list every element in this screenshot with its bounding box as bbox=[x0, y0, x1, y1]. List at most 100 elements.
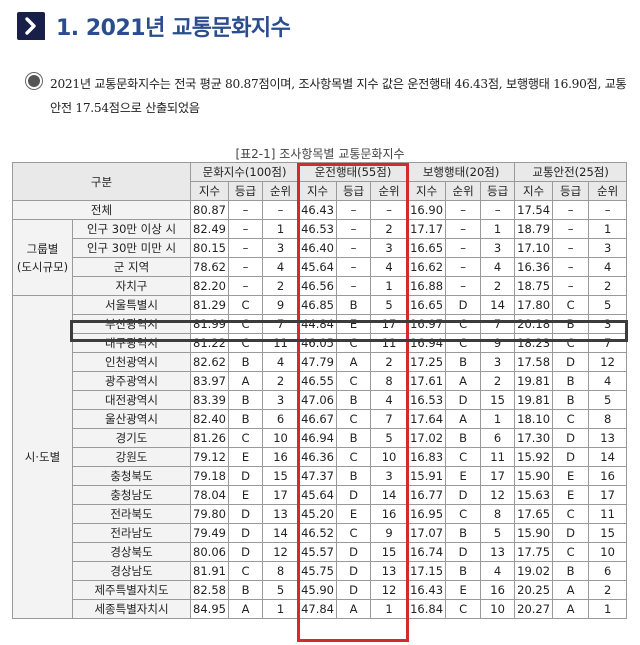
table-cell: 1 bbox=[588, 219, 628, 239]
table-cell: 13 bbox=[370, 561, 409, 581]
table-cell: 10 bbox=[370, 447, 409, 467]
table-cell: 17.75 bbox=[514, 542, 554, 562]
row-label: 대전광역시 bbox=[71, 390, 192, 410]
table-cell: 3 bbox=[480, 238, 516, 258]
table-row: 대전광역시 83.39 B 3 47.06 B 4 16.53 D 15 19.81 B 5 bbox=[13, 390, 628, 410]
table-cell: 16.53 bbox=[407, 390, 447, 410]
table-cell: – bbox=[552, 276, 590, 296]
sub-header: 순위 bbox=[370, 181, 409, 201]
table-cell: E bbox=[228, 447, 264, 467]
table-cell: 79.18 bbox=[190, 466, 230, 486]
table-cell: E bbox=[552, 485, 590, 505]
table-cell: 1 bbox=[370, 599, 409, 619]
table-row: 자치구 82.20–2 46.56–1 16.88–2 18.75–2 bbox=[13, 276, 628, 296]
table-cell: – bbox=[445, 219, 482, 239]
table-row: 부산광역시 81.99 C 7 44.84 E 17 16.97 C 7 20.18 B 3 bbox=[13, 314, 628, 334]
corner-header: 구분 bbox=[11, 162, 192, 201]
table-cell: B bbox=[228, 390, 264, 410]
table-cell: 14 bbox=[480, 295, 516, 315]
table-cell: 83.97 bbox=[190, 371, 230, 391]
table-cell: A bbox=[552, 599, 590, 619]
table-cell: 15 bbox=[262, 466, 300, 486]
row-label: 경상북도 bbox=[71, 542, 192, 562]
table-cell: D bbox=[552, 352, 590, 372]
table-cell: 1 bbox=[480, 219, 516, 239]
table-row: 세종특별자치시 84.95 A 1 47.84 A 1 16.84 C 10 20.27 A 1 bbox=[13, 599, 628, 619]
table-cell: 17.07 bbox=[407, 523, 447, 543]
sub-header: 순위 bbox=[262, 181, 300, 201]
table-cell: 80.06 bbox=[190, 542, 230, 562]
table-cell: 6 bbox=[262, 409, 300, 429]
table-row: 경기도 81.26 C 10 46.94 B 5 17.02 B 6 17.30 D 13 bbox=[13, 428, 628, 448]
table-cell: C bbox=[228, 561, 264, 581]
table-cell: 45.64 bbox=[298, 485, 338, 505]
table-cell: 80.15 bbox=[190, 238, 230, 258]
table-cell: 11 bbox=[262, 333, 300, 353]
table-cell: 83.39 bbox=[190, 390, 230, 410]
table-row: 울산광역시 82.40 B 6 46.67 C 7 17.64 A 1 18.10 C 8 bbox=[13, 409, 628, 429]
table-cell: B bbox=[228, 352, 264, 372]
table-cell: 46.55 bbox=[298, 371, 338, 391]
table-row: 경상남도 81.91 C 8 45.75 D 13 17.15 B 4 19.02 B 6 bbox=[13, 561, 628, 581]
table-cell: 3 bbox=[588, 314, 628, 334]
table-cell: 18.75 bbox=[514, 276, 554, 296]
table-cell: 16 bbox=[370, 504, 409, 524]
table-cell: – bbox=[228, 200, 264, 220]
table-cell: 79.12 bbox=[190, 447, 230, 467]
table-row: 그룹별 (도시규모) 인구 30만 이상 시 82.49–1 46.53–2 17.17–… bbox=[12, 219, 628, 296]
table-row: 대구광역시 81.22 C 11 46.05 C 11 16.94 C 9 18.23 C 7 bbox=[13, 333, 628, 353]
table-row: 충청북도 79.18 D 15 47.37 B 3 15.91 E 17 15.90 E 16 bbox=[13, 466, 628, 486]
row-label: 충청남도 bbox=[71, 485, 192, 505]
table-cell: 81.29 bbox=[190, 295, 230, 315]
table-cell: 10 bbox=[262, 428, 300, 448]
table-cell: – bbox=[228, 219, 264, 239]
table-cell: 8 bbox=[262, 561, 300, 581]
table-cell: 84.95 bbox=[190, 599, 230, 619]
table-cell: E bbox=[336, 504, 372, 524]
table-cell: 2 bbox=[370, 352, 409, 372]
table-row: 경상북도 80.06 D 12 45.57 D 15 16.74 D 13 17.75 C 10 bbox=[13, 542, 628, 562]
table-cell: 16.90 bbox=[407, 200, 447, 220]
table-cell: 47.37 bbox=[298, 466, 338, 486]
table-cell: 8 bbox=[588, 409, 628, 429]
table-cell: – bbox=[228, 257, 264, 277]
table-cell: 78.62 bbox=[190, 257, 230, 277]
table-cell: 2 bbox=[588, 276, 628, 296]
table-cell: E bbox=[445, 580, 482, 600]
sub-header: 등급 bbox=[480, 181, 516, 201]
table-cell: 4 bbox=[262, 352, 300, 372]
table-caption: [표2-1] 조사항목별 교통문화지수 bbox=[235, 147, 405, 161]
page-title: 1. 2021년 교통문화지수 bbox=[56, 10, 291, 42]
table-cell: 13 bbox=[588, 428, 628, 448]
sub-header: 지수 bbox=[407, 181, 447, 201]
group-header-walking: 보행행태(20점) bbox=[407, 162, 516, 182]
group-header-culture: 문화지수(100점) bbox=[190, 162, 300, 182]
table-cell: 79.49 bbox=[190, 523, 230, 543]
table-cell: 5 bbox=[370, 428, 409, 448]
group-header-safety: 교통안전(25점) bbox=[514, 162, 628, 182]
table-cell: – bbox=[588, 200, 628, 220]
table-row-total: 전체 80.87– –46.43– –16.90– –17.54– – bbox=[11, 200, 628, 220]
table-cell: B bbox=[336, 466, 372, 486]
table-cell: 17 bbox=[262, 485, 300, 505]
table-cell: C bbox=[445, 314, 482, 334]
table-cell: 16.65 bbox=[407, 295, 447, 315]
group-header-driving: 운전행태(55점) bbox=[298, 162, 409, 182]
table-cell: – bbox=[445, 200, 482, 220]
table-cell: 16.94 bbox=[407, 333, 447, 353]
table-cell: 15.90 bbox=[514, 466, 554, 486]
table-cell: – bbox=[228, 238, 264, 258]
table-cell: 16.62 bbox=[407, 257, 447, 277]
section-title: 2021년 교통문화지수 bbox=[85, 16, 291, 41]
table-cell: 17.15 bbox=[407, 561, 447, 581]
table-cell: – bbox=[336, 219, 372, 239]
table-cell: 6 bbox=[480, 428, 516, 448]
table-cell: – bbox=[445, 238, 482, 258]
table-row: 시·도별 서울특별시 81.29 C 9 46.85 B 5 16.65 D 14 17.80 C 5 bbox=[12, 295, 628, 619]
table-cell: 45.90 bbox=[298, 580, 338, 600]
table-cell: 2 bbox=[262, 276, 300, 296]
table-cell: C bbox=[445, 599, 482, 619]
traffic-culture-index-table: 구분 문화지수(100점) 운전행태(55점) 보행행태(20점) 교통안전(2… bbox=[11, 162, 628, 619]
table-cell: 5 bbox=[588, 390, 628, 410]
row-label: 자치구 bbox=[71, 276, 192, 296]
